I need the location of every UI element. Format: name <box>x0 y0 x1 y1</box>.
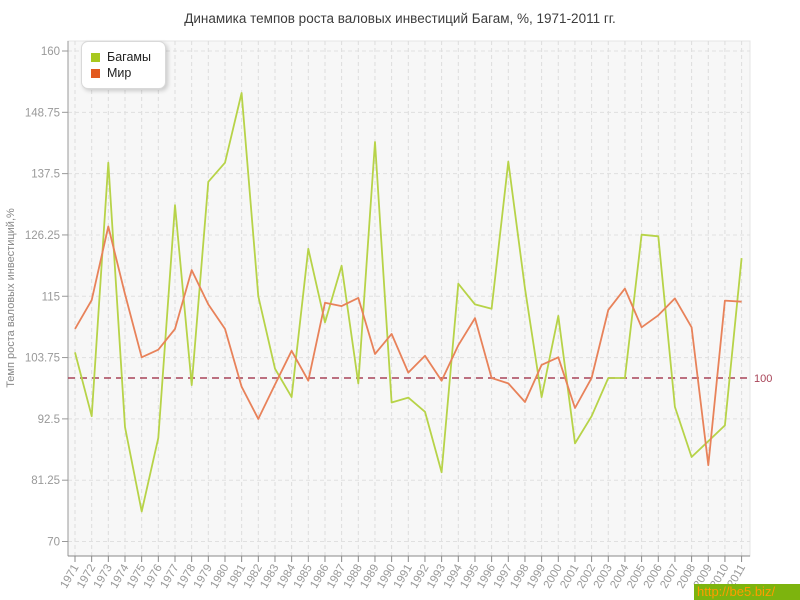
y-tick-label: 160 <box>41 46 60 58</box>
reference-line-label: 100 <box>754 373 772 385</box>
series-line-bahamas <box>74 92 743 513</box>
plot-area <box>67 40 751 557</box>
y-tick-label: 115 <box>42 291 60 303</box>
series-line-world <box>74 225 742 467</box>
y-tick-label: 103.75 <box>25 353 60 365</box>
y-tick-label: 81.25 <box>31 475 60 487</box>
chart-title: Динамика темпов роста валовых инвестиций… <box>184 11 616 26</box>
legend-item-world: Мир <box>91 66 151 80</box>
y-tick-label: 148.75 <box>25 107 60 119</box>
legend: Багамы Мир <box>81 41 166 89</box>
legend-item-bahamas: Багамы <box>91 50 151 64</box>
y-tick-label: 70 <box>47 537 60 549</box>
y-tick-label: 92.5 <box>38 414 60 426</box>
legend-swatch-bahamas-icon <box>91 52 100 62</box>
y-tick-label: 137.5 <box>31 169 60 181</box>
legend-label-bahamas: Багамы <box>107 50 151 64</box>
y-axis-title: Темп роста валовых инвестиций,% <box>5 208 17 388</box>
legend-swatch-world-icon <box>91 68 100 78</box>
watermark-link[interactable]: http://be5.biz/ <box>694 584 800 600</box>
y-tick-label: 126.25 <box>25 230 60 242</box>
legend-label-world: Мир <box>107 66 132 80</box>
